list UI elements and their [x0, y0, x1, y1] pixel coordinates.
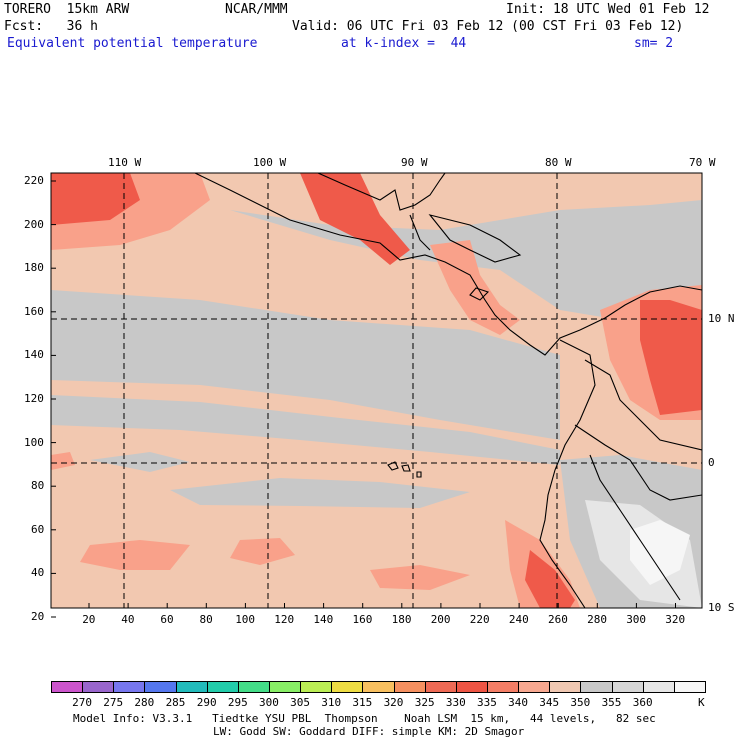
grid-x-label: 100	[235, 613, 256, 626]
lon-label-110w: 110 W	[108, 156, 142, 169]
lat-label-10n: 10 N	[708, 312, 735, 325]
colorbar-label: 290	[196, 696, 217, 709]
colorbar-swatch	[269, 681, 302, 693]
grid-x-label: 160	[352, 613, 373, 626]
latlon-grid	[51, 173, 702, 608]
colorbar-label: 325	[414, 696, 435, 709]
colorbar-swatch	[518, 681, 551, 693]
lon-label-80w: 80 W	[545, 156, 572, 169]
colorbar-swatch	[673, 681, 706, 693]
grid-y-label: 180	[24, 261, 44, 275]
colorbar-label: 340	[508, 696, 529, 709]
grid-x-label: 180	[391, 613, 412, 626]
grid-x-label: 240	[508, 613, 529, 626]
grid-y-label: 200	[24, 217, 44, 231]
colorbar-swatch	[113, 681, 146, 693]
colorbar-label: 360	[632, 696, 653, 709]
model-name: TORERO 15km ARW	[4, 2, 130, 17]
forecast-hour: Fcst: 36 h	[4, 19, 98, 34]
lon-label-100w: 100 W	[253, 156, 287, 169]
grid-y-label: 80	[31, 479, 45, 493]
colorbar-label: 285	[165, 696, 186, 709]
grid-x-label: 260	[548, 613, 568, 626]
field-name: Equivalent potential temperature	[7, 36, 258, 51]
colorbar-swatch	[144, 681, 177, 693]
grid-y-label: 40	[31, 566, 45, 580]
level-index: at k-index = 44	[341, 36, 467, 51]
colorbar-label: 345	[539, 696, 560, 709]
grid-x-label: 120	[274, 613, 295, 626]
colorbar-swatch	[206, 681, 239, 693]
lat-label-10s: 10 S	[708, 601, 735, 614]
colorbar-swatch	[580, 681, 613, 693]
grid-y-label: 220	[24, 174, 44, 187]
colorbar-label: 355	[601, 696, 622, 709]
grid-x-label: 60	[160, 613, 174, 626]
colorbar-label: 300	[259, 696, 279, 709]
colorbar-label: 280	[134, 696, 155, 709]
model-info-line1: Model Info: V3.3.1 Tiedtke YSU PBL Thomp…	[73, 712, 656, 725]
theta-e-field	[51, 173, 702, 608]
grid-y-label: 20	[31, 610, 45, 623]
colorbar-label: 305	[290, 696, 311, 709]
grid-y-label: 160	[24, 304, 44, 318]
colorbar-label: 275	[103, 696, 124, 709]
colorbar-label: 270	[72, 696, 93, 709]
colorbar-swatch	[424, 681, 457, 693]
colorbar-label: 335	[477, 696, 497, 709]
colorbar-swatch	[455, 681, 488, 693]
colorbar-label: 315	[352, 696, 373, 709]
colorbar-swatch	[175, 681, 208, 693]
colorbar-swatch	[487, 681, 520, 693]
colorbar-swatch	[642, 681, 675, 693]
lon-label-90w: 90 W	[401, 156, 428, 169]
grid-x-label: 80	[199, 613, 213, 626]
grid-x-label: 40	[121, 613, 135, 626]
grid-y-label: 100	[24, 435, 44, 449]
colorbar-label: 330	[445, 696, 466, 709]
colorbar-swatch	[82, 681, 115, 693]
valid-time: Valid: 06 UTC Fri 03 Feb 12 (00 CST Fri …	[292, 19, 684, 34]
plot-frame	[50, 172, 703, 609]
colorbar-swatch	[51, 681, 84, 693]
colorbar-swatch	[393, 681, 426, 693]
colorbar-swatch	[237, 681, 270, 693]
colorbar-swatch	[362, 681, 395, 693]
colorbar-swatch	[611, 681, 644, 693]
colorbar-label: 320	[383, 696, 404, 709]
grid-y-label: 60	[31, 522, 45, 536]
grid-x-label: 300	[626, 613, 647, 626]
grid-x-label: 280	[587, 613, 607, 626]
colorbar-unit: K	[698, 696, 705, 709]
colorbar-swatch	[331, 681, 364, 693]
grid-x-label: 200	[430, 613, 451, 626]
colorbar-swatch	[300, 681, 333, 693]
lat-label-0: 0	[708, 456, 715, 469]
grid-x-label: 320	[665, 613, 686, 626]
colorbar-swatch	[549, 681, 582, 693]
grid-x-label: 20	[82, 613, 96, 626]
colorbar-label: 295	[227, 696, 248, 709]
grid-x-label: 220	[469, 613, 490, 626]
grid-x-label: 140	[313, 613, 334, 626]
colorbar-label: 310	[321, 696, 342, 709]
grid-y-label: 120	[24, 392, 44, 405]
coastlines	[194, 173, 702, 608]
colorbar-label: 350	[570, 696, 591, 709]
grid-y-label: 140	[24, 348, 44, 362]
model-info-line2: LW: Godd SW: Goddard DIFF: simple KM: 2D…	[213, 725, 525, 738]
lon-label-70w: 70 W	[689, 156, 716, 169]
smoothing: sm= 2	[634, 36, 674, 51]
init-time: Init: 18 UTC Wed 01 Feb 12	[506, 2, 710, 17]
organization: NCAR/MMM	[225, 2, 288, 17]
